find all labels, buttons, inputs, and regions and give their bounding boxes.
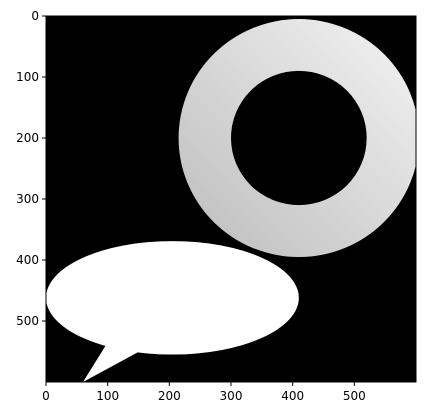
x-tick-label: 0 — [42, 389, 50, 403]
speech-bubble-body — [46, 241, 299, 355]
x-tick-label: 500 — [343, 389, 366, 403]
speech-bubble-shape — [46, 241, 299, 382]
y-tick-label: 100 — [16, 70, 39, 84]
x-axis: 0 100 200 300 400 500 — [42, 382, 366, 403]
y-tick-label: 400 — [16, 253, 39, 267]
x-tick-label: 200 — [158, 389, 181, 403]
y-tick-label: 300 — [16, 192, 39, 206]
ring-shape — [178, 19, 416, 257]
x-tick-label: 300 — [220, 389, 243, 403]
y-tick-label: 500 — [16, 314, 39, 328]
plot-area — [45, 15, 417, 383]
y-tick-label: 0 — [31, 9, 39, 23]
y-tick-label: 200 — [16, 131, 39, 145]
x-tick-label: 400 — [281, 389, 304, 403]
y-axis: 0 100 200 300 400 500 — [16, 9, 46, 328]
x-tick-label: 100 — [96, 389, 119, 403]
speech-bubble-tail — [83, 342, 142, 382]
